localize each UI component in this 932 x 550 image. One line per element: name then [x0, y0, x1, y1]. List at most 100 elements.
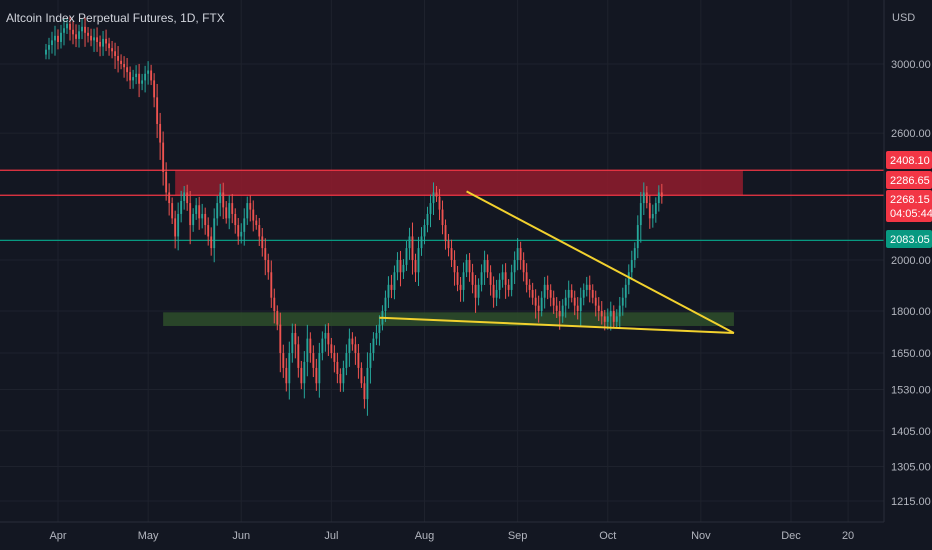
- candle-13: [84, 17, 86, 47]
- candle-24: [117, 46, 120, 73]
- candle-97: [336, 352, 339, 384]
- price-tag-label-2: 2268.15: [890, 194, 930, 206]
- candle-58: [219, 183, 222, 217]
- candle-101: [348, 328, 351, 367]
- candle-56: [213, 208, 216, 263]
- candle-108: [369, 342, 372, 384]
- candle-14: [87, 27, 89, 43]
- candle-126: [423, 219, 426, 245]
- zone-0: [175, 170, 743, 196]
- candle-137: [456, 265, 459, 292]
- candle-102: [351, 332, 354, 351]
- candle-10: [75, 24, 77, 48]
- candle-99: [342, 360, 345, 392]
- candle-138: [459, 277, 462, 302]
- candle-47: [186, 184, 189, 211]
- trendline-0[interactable]: [466, 190, 735, 334]
- candle-147: [486, 254, 489, 278]
- candle-175: [570, 284, 573, 303]
- candle-113: [384, 290, 387, 323]
- candle-148: [489, 265, 492, 296]
- candle-128: [429, 194, 432, 228]
- candle-30: [135, 65, 138, 85]
- candle-164: [537, 295, 540, 323]
- candle-153: [504, 263, 507, 299]
- candle-32: [141, 73, 144, 91]
- candle-73: [264, 238, 267, 276]
- candle-192: [621, 287, 624, 316]
- candle-187: [606, 308, 609, 330]
- candle-142: [471, 263, 474, 294]
- candle-51: [198, 196, 201, 230]
- candle-143: [474, 275, 477, 313]
- y-tick-label-7: 1305.00: [891, 461, 931, 473]
- candle-16: [93, 28, 95, 52]
- candle-2: [51, 31, 53, 54]
- y-tick-label-6: 1405.00: [891, 426, 931, 438]
- candle-194: [627, 264, 630, 295]
- candle-191: [618, 297, 621, 329]
- x-tick-label-3: Jul: [324, 530, 338, 542]
- candle-37: [156, 83, 159, 139]
- candle-157: [516, 238, 519, 271]
- candle-55: [210, 227, 213, 256]
- candle-201: [648, 195, 651, 229]
- candle-180: [585, 276, 588, 297]
- candle-173: [564, 289, 567, 318]
- candle-178: [579, 287, 582, 327]
- candle-129: [432, 182, 435, 215]
- y-tick-label-0: 3000.00: [891, 59, 931, 71]
- candle-20: [105, 29, 107, 52]
- candle-195: [630, 250, 633, 281]
- candle-172: [561, 299, 564, 323]
- candle-92: [321, 331, 324, 361]
- candle-190: [615, 309, 618, 328]
- time-axis[interactable]: Apr May Jun Jul Aug Sep Oct Nov Dec 20: [0, 521, 884, 542]
- candle-63: [234, 208, 237, 234]
- candle-57: [216, 195, 219, 226]
- candle-93: [324, 324, 327, 352]
- candle-146: [483, 250, 486, 286]
- candle-26: [123, 56, 126, 78]
- price-tags: 2408.10 2286.65 2268.15 04:05:44 2083.05: [886, 151, 932, 248]
- chart-title: Altcoin Index Perpetual Futures, 1D, FTX: [6, 11, 225, 25]
- candle-205: [660, 183, 663, 204]
- candle-25: [120, 54, 123, 70]
- candle-158: [519, 241, 522, 270]
- trendlines[interactable]: [379, 190, 735, 334]
- candle-6: [63, 18, 65, 46]
- candle-115: [390, 274, 393, 299]
- candle-7: [66, 18, 68, 34]
- candle-123: [414, 253, 417, 282]
- candle-64: [237, 218, 240, 245]
- candle-49: [192, 208, 195, 232]
- candle-85: [300, 360, 303, 390]
- candle-119: [402, 259, 405, 279]
- x-tick-label-9: 20: [842, 530, 854, 542]
- candle-86: [303, 351, 306, 399]
- candle-176: [573, 290, 576, 316]
- zone-1: [163, 312, 734, 326]
- price-tag-0: 2408.10: [886, 151, 932, 169]
- candle-134: [447, 233, 450, 257]
- x-tick-label-4: Aug: [415, 530, 435, 542]
- price-tag-label-0: 2408.10: [890, 155, 930, 167]
- candle-159: [522, 252, 525, 282]
- candle-197: [636, 215, 639, 259]
- candle-168: [549, 284, 552, 307]
- trendline-1[interactable]: [379, 316, 734, 334]
- candle-48: [189, 191, 192, 245]
- candle-120: [405, 240, 408, 271]
- candle-61: [228, 195, 231, 230]
- candle-53: [204, 207, 207, 235]
- price-tag-sublabel-2: 04:05:44: [890, 208, 932, 220]
- candle-80: [285, 358, 288, 392]
- candle-45: [180, 190, 183, 223]
- price-axis[interactable]: USD 3000.00 2600.00 2000.00 1800.00 1650.00 1…: [883, 0, 931, 522]
- candle-132: [441, 200, 444, 235]
- candle-28: [129, 66, 132, 89]
- horizontal-levels: [0, 169, 884, 242]
- candle-87: [306, 324, 309, 377]
- candle-42: [171, 197, 174, 225]
